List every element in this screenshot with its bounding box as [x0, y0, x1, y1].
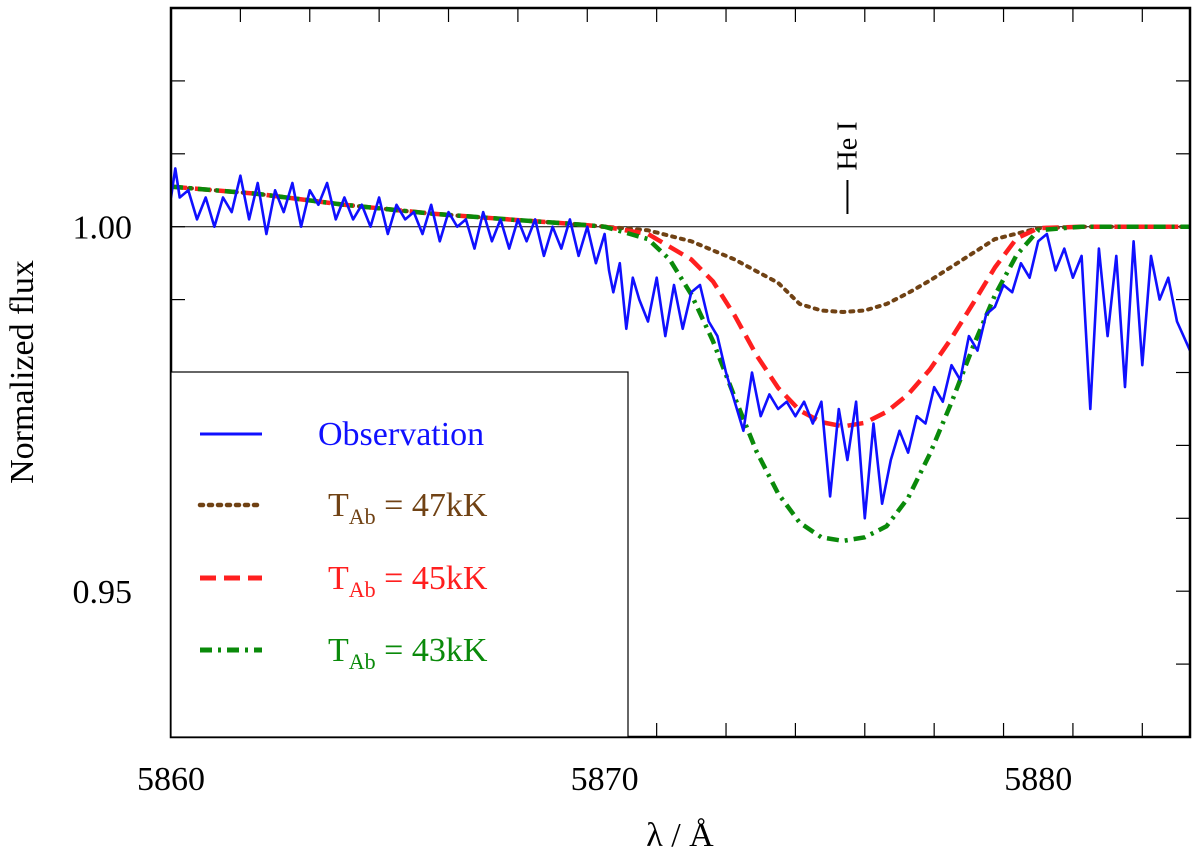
series-line-3 — [171, 184, 1190, 544]
legend-label-2: TAb = 45kK — [328, 560, 488, 602]
series-line-1 — [171, 184, 1190, 314]
he-i-label: He I — [832, 122, 863, 171]
y-tick-label: 0.95 — [73, 574, 133, 611]
series-line-0 — [171, 167, 1190, 520]
x-tick-label: 5880 — [1004, 761, 1072, 798]
legend-label-1: TAb = 47kK — [328, 487, 488, 529]
x-tick-label: 5870 — [571, 761, 639, 798]
minor-ticks — [171, 8, 1190, 737]
series-layer — [171, 167, 1190, 544]
y-axis-label: Normalized flux — [4, 260, 41, 484]
tick-labels: 5860 5870 5880 0.95 1.00 — [73, 210, 1073, 798]
x-axis-label: λ / Å — [646, 817, 714, 853]
he-i-annotation: He I — [832, 122, 863, 214]
legend-label-0: Observation — [318, 416, 484, 453]
x-tick-label: 5860 — [137, 761, 205, 798]
legend-label-3: TAb = 43kK — [328, 632, 488, 674]
y-tick-label: 1.00 — [73, 210, 133, 247]
legend: Observation TAb = 47kK TAb = 45kK TAb = 43k… — [170, 371, 629, 738]
